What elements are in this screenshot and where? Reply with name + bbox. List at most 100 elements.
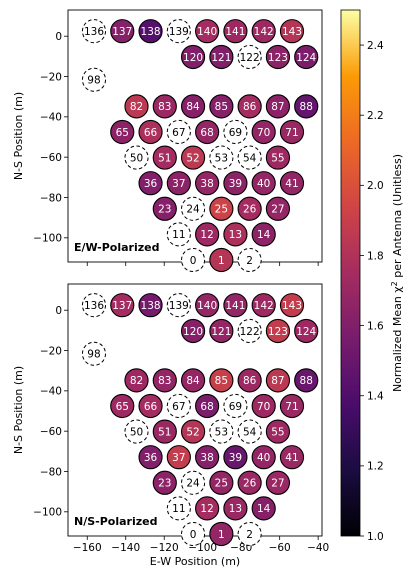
antenna-120: 120	[180, 44, 206, 70]
antenna-label: 52	[186, 426, 199, 438]
antenna-36: 36	[138, 171, 163, 196]
antenna-marker	[279, 171, 305, 196]
antenna-14: 14	[251, 496, 276, 521]
antenna-marker	[265, 145, 291, 170]
antenna-marker	[124, 368, 149, 393]
antenna-marker	[138, 293, 163, 318]
antenna-label: 82	[130, 375, 143, 387]
antenna-38: 38	[195, 171, 220, 196]
antenna-label: 139	[169, 26, 189, 38]
antenna-marker	[251, 496, 276, 521]
flagged-antenna-marker	[124, 145, 149, 170]
antenna-142: 142	[251, 293, 276, 318]
antenna-24: 24	[181, 470, 206, 495]
antenna-marker	[223, 445, 248, 470]
antenna-label: 25	[215, 478, 228, 490]
flagged-antenna-marker	[81, 67, 107, 92]
antenna-138: 138	[138, 19, 163, 44]
antenna-label: 40	[257, 452, 270, 464]
antenna-50: 50	[124, 419, 149, 444]
antenna-143: 143	[279, 293, 305, 318]
antenna-label: 65	[116, 401, 129, 413]
x-tick-label: −120	[150, 542, 179, 554]
antenna-marker	[110, 393, 135, 419]
antenna-label: 71	[285, 401, 298, 413]
antenna-12: 12	[195, 222, 220, 247]
antenna-marker	[110, 119, 135, 145]
antenna-26: 26	[237, 470, 262, 495]
antenna-0: 0	[181, 521, 206, 547]
antenna-52: 52	[180, 145, 206, 170]
antenna-label: 26	[243, 204, 257, 216]
antenna-86: 86	[237, 368, 262, 393]
y-tick-label: −80	[40, 192, 62, 204]
antenna-69: 69	[223, 119, 248, 145]
antenna-139: 139	[166, 19, 191, 44]
y-tick-label: −60	[40, 426, 62, 438]
antenna-label: 137	[112, 26, 132, 38]
antenna-marker	[223, 496, 248, 521]
antenna-87: 87	[265, 368, 291, 393]
antenna-label: 124	[296, 52, 316, 64]
antenna-label: 137	[112, 300, 132, 312]
colorbar-tick-label: 1.6	[367, 320, 384, 332]
antenna-label: 27	[271, 478, 284, 490]
antenna-marker	[265, 196, 291, 221]
antenna-marker	[237, 470, 262, 495]
antenna-marker	[152, 368, 177, 393]
antenna-67: 67	[166, 119, 191, 145]
antenna-label: 2	[246, 255, 253, 267]
antenna-label: 53	[215, 426, 228, 438]
antenna-marker	[138, 393, 163, 419]
antenna-marker	[209, 196, 234, 221]
antenna-26: 26	[237, 196, 262, 221]
antenna-marker	[180, 419, 206, 444]
antenna-marker	[223, 19, 248, 44]
antenna-141: 141	[223, 19, 248, 44]
antenna-label: 27	[271, 204, 284, 216]
antenna-marker	[251, 445, 276, 470]
antenna-11: 11	[166, 222, 191, 247]
antenna-label: 67	[172, 127, 185, 139]
antenna-marker	[152, 94, 177, 119]
flagged-antenna-marker	[181, 247, 206, 273]
flagged-antenna-marker	[237, 419, 262, 444]
antenna-label: 37	[172, 178, 185, 190]
antenna-label: 36	[144, 178, 158, 190]
antenna-label: 13	[229, 503, 242, 515]
antenna-label: 13	[229, 229, 242, 241]
antenna-11: 11	[166, 496, 191, 521]
colorbar-tick-label: 2.0	[367, 180, 384, 192]
antenna-marker	[251, 222, 276, 247]
antenna-82: 82	[124, 368, 149, 393]
antenna-marker	[195, 393, 220, 419]
antenna-label: 38	[200, 452, 213, 464]
antenna-14: 14	[251, 222, 276, 247]
antenna-marker	[265, 419, 291, 444]
antenna-98: 98	[81, 67, 107, 92]
antenna-88: 88	[294, 94, 319, 119]
antenna-label: 120	[183, 326, 203, 338]
flagged-antenna-marker	[166, 393, 191, 419]
colorbar-ticks: 1.0 1.2 1.4 1.6 1.8 2.0 2.2 2.4	[360, 40, 384, 543]
x-tick-label: −60	[269, 542, 291, 554]
antenna-label: 24	[186, 204, 200, 216]
antenna-marker	[209, 44, 234, 70]
antenna-142: 142	[251, 19, 276, 44]
antenna-label: 85	[215, 101, 228, 113]
antenna-0: 0	[181, 247, 206, 273]
flagged-antenna-marker	[237, 145, 262, 170]
antenna-marker	[138, 445, 163, 470]
colorbar-tick-label: 2.2	[367, 110, 384, 122]
antenna-120: 120	[180, 318, 206, 344]
y-tick-label: 0	[55, 305, 62, 317]
antenna-139: 139	[166, 293, 191, 318]
y-tick-label: −100	[33, 233, 62, 245]
x-axis-label: E-W Position (m)	[150, 555, 240, 568]
flagged-antenna-marker	[237, 247, 262, 273]
antenna-54: 54	[237, 145, 262, 170]
flagged-antenna-marker	[181, 470, 206, 495]
antenna-label: 82	[130, 101, 143, 113]
antenna-52: 52	[180, 419, 206, 444]
antenna-label: 140	[197, 26, 217, 38]
